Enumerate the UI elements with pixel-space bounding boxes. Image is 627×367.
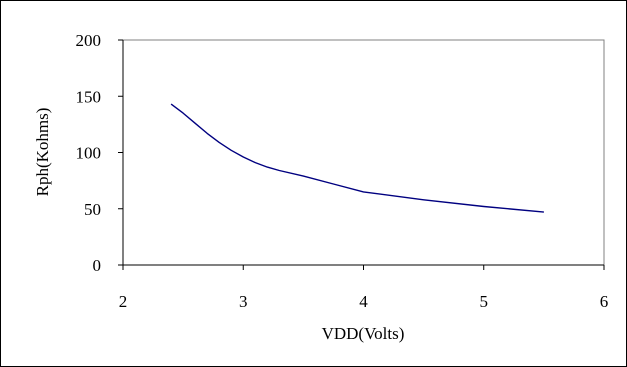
- x-ticks: 2 3 4 5 6: [119, 265, 609, 311]
- y-tick-label: 100: [76, 144, 102, 163]
- y-tick-label: 50: [84, 200, 101, 219]
- y-axis-title: Rph(Kohms): [33, 108, 52, 197]
- series-layer: [170, 103, 544, 213]
- x-tick-label: 6: [600, 292, 609, 311]
- y-tick-label: 200: [76, 31, 102, 50]
- plot-area: [122, 39, 605, 266]
- x-axis-title: VDD(Volts): [322, 324, 405, 343]
- x-tick-label: 2: [119, 292, 128, 311]
- y-ticks: 0 50 100 150 200: [76, 31, 123, 275]
- series-line-0: [170, 103, 544, 213]
- y-tick-label: 0: [93, 256, 102, 275]
- x-tick-label: 3: [239, 292, 248, 311]
- y-tick-label: 150: [76, 87, 102, 106]
- x-tick-label: 5: [480, 292, 489, 311]
- x-tick-label: 4: [359, 292, 368, 311]
